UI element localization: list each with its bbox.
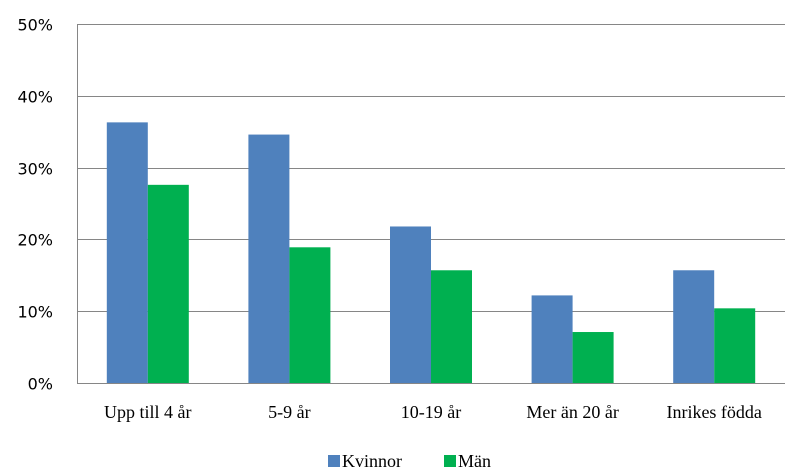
bar-kvinnor-2 <box>248 134 290 383</box>
x-tick-label: Upp till 4 år <box>104 402 192 422</box>
bar-m-n-5 <box>714 308 756 383</box>
bar-m-n-4 <box>572 332 614 383</box>
gridlines <box>77 24 785 312</box>
bar-kvinnor-1 <box>106 122 148 383</box>
y-tick-label: 40% <box>17 88 53 107</box>
legend-label-1: Kvinnor <box>342 451 402 470</box>
x-tick-label: Mer än 20 år <box>526 402 618 422</box>
y-tick-label: 0% <box>28 375 53 394</box>
y-tick-label: 50% <box>17 16 53 35</box>
y-tick-labels: 0% 10% 20% 30% 40% 50% <box>17 16 53 394</box>
legend-label-2: Män <box>458 451 491 470</box>
x-tick-label: Inrikes födda <box>666 402 761 422</box>
y-tick-label: 20% <box>17 231 53 250</box>
bar-m-n-3 <box>431 270 472 383</box>
bar-kvinnor-5 <box>673 270 715 383</box>
legend-swatch-2 <box>444 455 456 467</box>
bars <box>106 122 756 383</box>
bar-kvinnor-4 <box>531 295 573 383</box>
bar-kvinnor-3 <box>390 226 431 383</box>
legend-swatch-1 <box>328 455 340 467</box>
bar-m-n-1 <box>147 184 189 383</box>
x-tick-label: 5-9 år <box>268 402 310 422</box>
legend: Kvinnor Män <box>328 451 491 470</box>
y-tick-label: 30% <box>17 160 53 179</box>
x-tick-label: 10-19 år <box>401 402 461 422</box>
x-tick-labels: Upp till 4 år 5-9 år 10-19 år Mer än 20 år I… <box>104 402 762 422</box>
axes <box>77 24 785 384</box>
bar-m-n-2 <box>289 247 331 383</box>
y-tick-label: 10% <box>17 303 53 322</box>
